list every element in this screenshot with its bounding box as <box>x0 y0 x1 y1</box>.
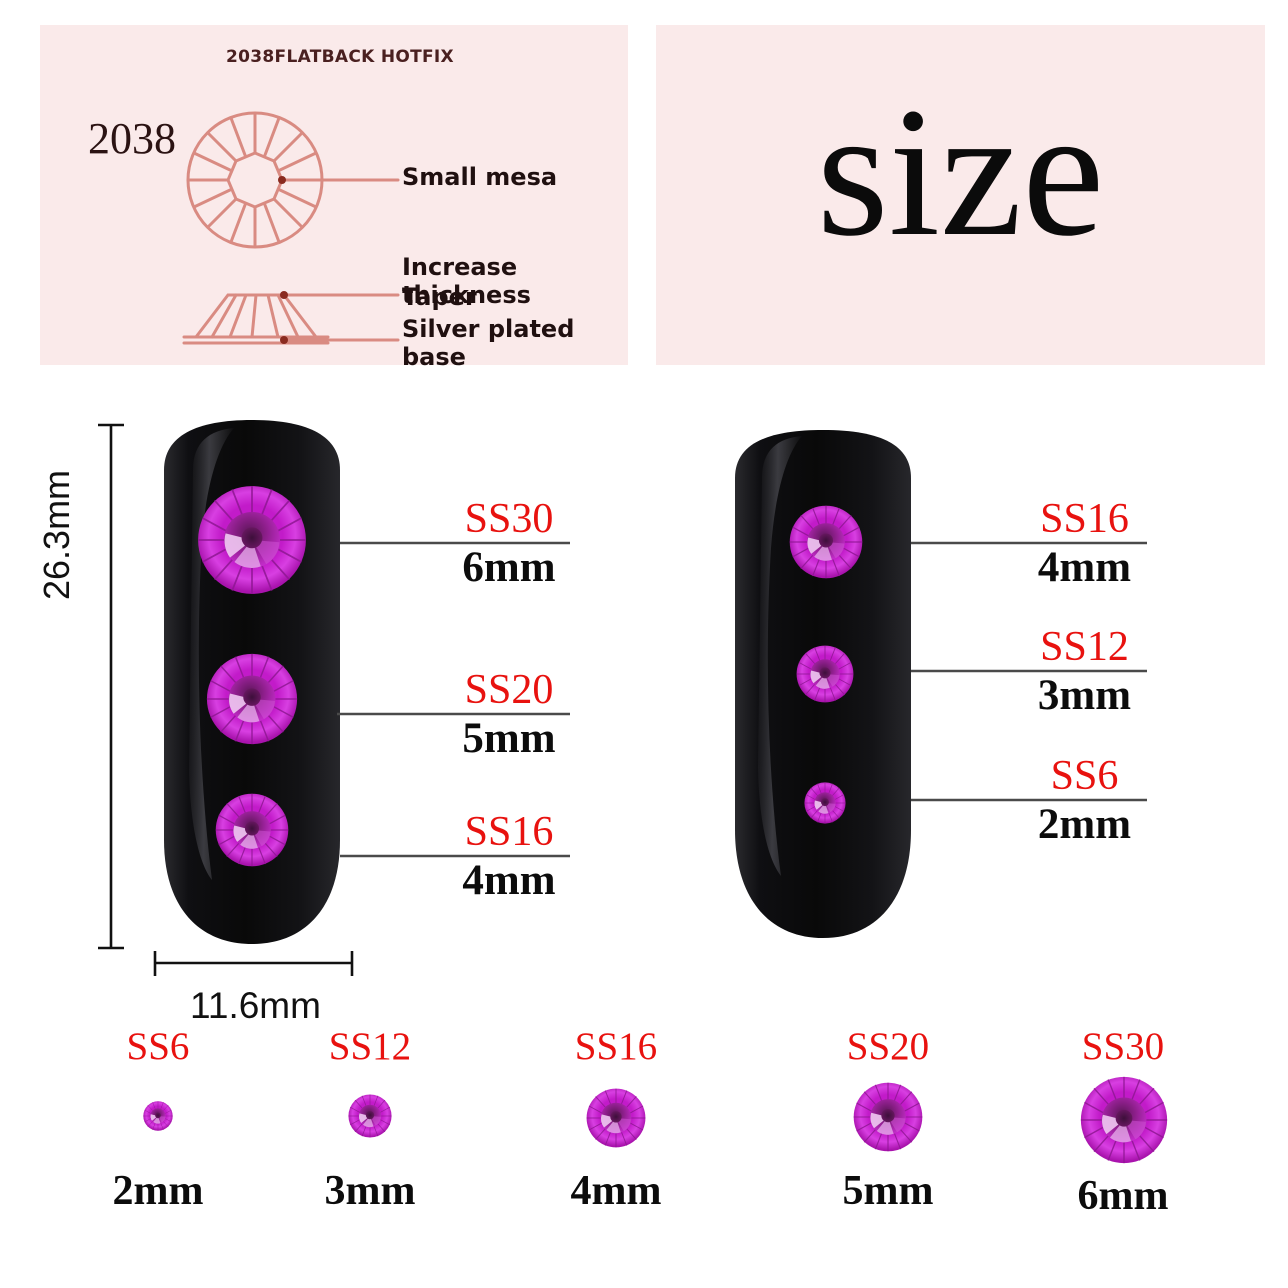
stone-right-ss16 <box>789 505 863 579</box>
flatback-diagram-panel: 2038FLATBACK HOTFIX 2038 <box>40 25 628 371</box>
stone-left-ss30 <box>197 485 307 595</box>
label-left-ss20: SS20 5mm <box>448 668 570 763</box>
label-left-ss16-mm: 4mm <box>462 857 556 904</box>
label-left-ss16-name: SS16 <box>464 809 554 855</box>
swatch-ss30-mm: 6mm <box>1077 1173 1169 1219</box>
label-left-ss20-mm: 5mm <box>462 715 556 762</box>
swatch-ss30-name: SS30 <box>1081 1025 1165 1068</box>
swatch-ss20-gem <box>823 1068 953 1168</box>
swatch-ss6-mm: 2mm <box>112 1168 204 1214</box>
swatch-ss16: SS16 4mm <box>551 1025 681 1215</box>
diagram-product-code: 2038 <box>88 114 176 163</box>
swatch-ss20-name: SS20 <box>846 1025 930 1068</box>
label-left-ss30: SS30 6mm <box>448 497 570 592</box>
size-title-panel: size <box>656 25 1265 365</box>
label-right-ss12-name: SS12 <box>1040 624 1129 670</box>
label-right-ss16: SS16 4mm <box>1022 497 1147 592</box>
stone-right-ss6 <box>804 782 846 824</box>
label-left-ss20-rule <box>448 713 570 715</box>
label-right-ss16-name: SS16 <box>1040 496 1129 542</box>
swatch-ss30-gem <box>1053 1068 1193 1173</box>
callout-taper: Taper <box>402 283 477 311</box>
label-right-ss16-rule <box>1022 542 1147 544</box>
side-view-facet-lines <box>210 293 300 339</box>
stone-left-ss16 <box>215 793 289 867</box>
label-left-ss30-mm: 6mm <box>462 544 556 591</box>
swatch-ss6-gem <box>98 1068 218 1168</box>
nail-right-gloss <box>758 436 802 876</box>
label-right-ss12: SS12 3mm <box>1022 625 1147 720</box>
swatch-ss6: SS6 2mm <box>98 1025 218 1215</box>
stone-right-ss12 <box>796 645 854 703</box>
swatch-ss30: SS30 6mm <box>1053 1025 1193 1220</box>
swatch-ss6-name: SS6 <box>126 1025 190 1068</box>
label-left-ss30-rule <box>448 542 570 544</box>
label-right-ss6: SS6 2mm <box>1022 754 1147 849</box>
swatch-ss16-name: SS16 <box>574 1025 658 1068</box>
swatch-ss16-gem <box>551 1068 681 1168</box>
swatch-ss16-mm: 4mm <box>570 1168 662 1214</box>
label-left-ss30-name: SS30 <box>464 496 554 542</box>
label-left-ss20-name: SS20 <box>464 667 554 713</box>
swatch-ss12: SS12 3mm <box>310 1025 430 1215</box>
swatch-ss12-mm: 3mm <box>324 1168 416 1214</box>
diagram-title: 2038FLATBACK HOTFIX <box>226 47 454 67</box>
callout-increase-thickness: Increase thickness <box>402 253 531 309</box>
swatch-ss20: SS20 5mm <box>823 1025 953 1215</box>
dimension-lines <box>98 423 354 976</box>
label-right-ss16-mm: 4mm <box>1037 544 1132 591</box>
callout-small-mesa: Small mesa <box>402 163 558 191</box>
callout-silver-plated-base: Silver plated base <box>402 315 575 371</box>
flatback-diagram-graphic <box>182 111 400 345</box>
label-left-ss16: SS16 4mm <box>448 810 570 905</box>
label-left-ss16-rule <box>448 855 570 857</box>
label-right-ss6-rule <box>1022 799 1147 801</box>
label-right-ss6-mm: 2mm <box>1037 801 1132 848</box>
stone-left-ss20 <box>206 653 298 745</box>
swatch-ss20-mm: 5mm <box>842 1168 934 1214</box>
diagram-anchor-dots <box>278 176 288 344</box>
label-right-ss12-rule <box>1022 670 1147 672</box>
label-right-ss6-name: SS6 <box>1050 753 1119 799</box>
dimension-width-label: 11.6mm <box>190 985 321 1026</box>
swatch-ss12-gem <box>310 1068 430 1168</box>
label-right-ss12-mm: 3mm <box>1037 672 1132 719</box>
swatch-ss12-name: SS12 <box>328 1025 412 1068</box>
dimension-height-label: 26.3mm <box>36 469 77 600</box>
size-word: size <box>816 70 1105 275</box>
